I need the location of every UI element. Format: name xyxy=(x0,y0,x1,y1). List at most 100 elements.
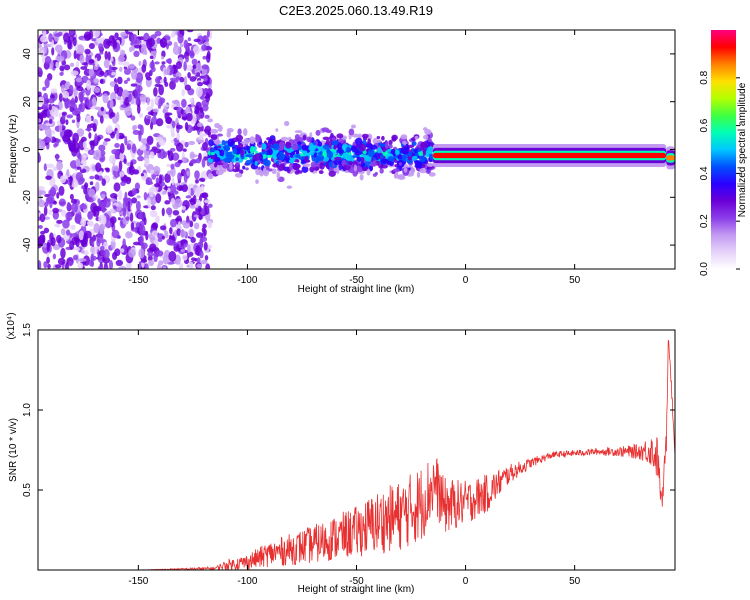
heatmap-cell xyxy=(58,31,63,37)
heatmap-cell xyxy=(102,141,108,146)
heatmap-cell xyxy=(40,230,46,235)
heatmap-cell xyxy=(50,88,58,94)
heatmap-cell xyxy=(318,170,324,175)
heatmap-cell xyxy=(95,162,102,173)
heatmap-cell xyxy=(342,152,347,160)
heatmap-cell xyxy=(82,255,91,266)
heatmap-band-3 xyxy=(666,146,675,170)
heatmap-cell xyxy=(397,154,402,160)
heatmap-cell xyxy=(351,133,360,138)
heatmap-cell xyxy=(275,128,279,132)
heatmap-cell xyxy=(308,145,316,152)
heatmap-cell xyxy=(81,185,85,190)
heatmap-cell xyxy=(240,148,245,157)
heatmap-cell xyxy=(370,144,378,150)
heatmap-cell xyxy=(58,123,63,133)
heatmap-cell xyxy=(58,185,65,196)
heatmap-cell xyxy=(356,156,362,162)
heatmap-cell xyxy=(310,161,317,168)
heatmap-cell xyxy=(103,248,110,259)
heatmap-cell xyxy=(99,79,104,84)
heatmap-cell xyxy=(126,111,133,116)
heatmap-cell xyxy=(152,108,159,113)
x-tick-label: -50 xyxy=(349,576,364,587)
heatmap-cell xyxy=(235,162,240,166)
heatmap-cell xyxy=(217,124,223,132)
heatmap-cell xyxy=(71,119,76,124)
heatmap-cell xyxy=(113,165,119,172)
heatmap-cell xyxy=(178,262,184,269)
heatmap-cell xyxy=(391,136,397,142)
heatmap-cell xyxy=(52,253,57,260)
y-tick-label: 40 xyxy=(22,48,33,60)
heatmap-cell xyxy=(188,229,194,238)
heatmap-cell xyxy=(78,258,87,262)
heatmap-cell xyxy=(268,148,273,156)
heatmap-cell xyxy=(353,164,358,172)
heatmap-cell xyxy=(48,119,53,124)
heatmap-cell xyxy=(141,64,147,73)
heatmap-cell xyxy=(108,260,114,269)
heatmap-cell xyxy=(145,76,152,81)
heatmap-cell xyxy=(70,97,75,109)
heatmap-cell xyxy=(139,94,147,103)
heatmap-cell xyxy=(136,104,141,115)
heatmap-cell xyxy=(91,240,95,247)
heatmap-cell xyxy=(118,160,123,172)
heatmap-cell xyxy=(123,80,128,85)
heatmap-cell xyxy=(189,98,194,103)
heatmap-cell xyxy=(135,96,139,106)
heatmap-cell xyxy=(150,66,156,73)
snr-multiplier: (x10⁴) xyxy=(6,312,17,339)
heatmap-cell xyxy=(278,152,286,161)
heatmap-band-2 xyxy=(432,144,667,167)
heatmap-cell xyxy=(62,219,70,229)
heatmap-cell xyxy=(73,50,77,60)
heatmap-cell xyxy=(210,128,219,134)
heatmap-cell xyxy=(428,172,436,177)
heatmap-cell xyxy=(71,236,79,246)
heatmap-cell xyxy=(80,136,87,142)
heatmap-cell xyxy=(85,128,92,132)
heatmap-cell xyxy=(131,197,138,204)
colorbar-tick-label: 0.0 xyxy=(699,262,710,276)
heatmap-cell xyxy=(215,169,224,176)
heatmap-cell xyxy=(98,144,106,152)
heatmap-cell xyxy=(181,205,186,211)
heatmap-cell xyxy=(132,124,138,130)
heatmap-cell xyxy=(272,163,279,168)
heatmap-cell xyxy=(72,254,79,261)
y-tick-label: 20 xyxy=(22,96,33,108)
heatmap-cell xyxy=(422,149,426,153)
heatmap-cell xyxy=(177,172,182,182)
heatmap-cell xyxy=(67,39,72,50)
heatmap-cell xyxy=(367,138,371,145)
heatmap-cell xyxy=(202,55,207,60)
heatmap-cell xyxy=(154,61,160,65)
heatmap-cell xyxy=(380,158,389,164)
heatmap-cell xyxy=(149,55,154,60)
x-tick-label: -50 xyxy=(349,275,364,286)
x-tick-label: 50 xyxy=(569,275,581,286)
snr-y-label: SNR (10 * v/v) xyxy=(8,418,19,482)
heatmap-cell xyxy=(67,137,71,145)
heatmap-cell xyxy=(165,124,173,129)
heatmap-cell xyxy=(109,198,117,203)
heatmap-cell xyxy=(255,133,259,138)
colorbar: 0.0 0.2 0.4 0.6 0.8 Normalized spectral ampl… xyxy=(699,30,748,276)
heatmap-cell xyxy=(181,98,187,108)
heatmap-cell xyxy=(64,82,70,90)
heatmap-cell xyxy=(407,155,413,161)
colorbar-label: Normalized spectral amplitude xyxy=(737,82,748,217)
heatmap-cell xyxy=(88,68,95,77)
heatmap-cell xyxy=(188,261,194,269)
heatmap-cell xyxy=(59,71,64,76)
heatmap-cell xyxy=(207,203,213,208)
heatmap-cell xyxy=(102,257,111,264)
heatmap-cell xyxy=(192,64,197,69)
heatmap-cell xyxy=(271,168,277,175)
heatmap-cell xyxy=(288,159,294,164)
heatmap-cell xyxy=(57,257,66,266)
heatmap-cell xyxy=(402,154,407,162)
heatmap-cell xyxy=(93,64,99,71)
